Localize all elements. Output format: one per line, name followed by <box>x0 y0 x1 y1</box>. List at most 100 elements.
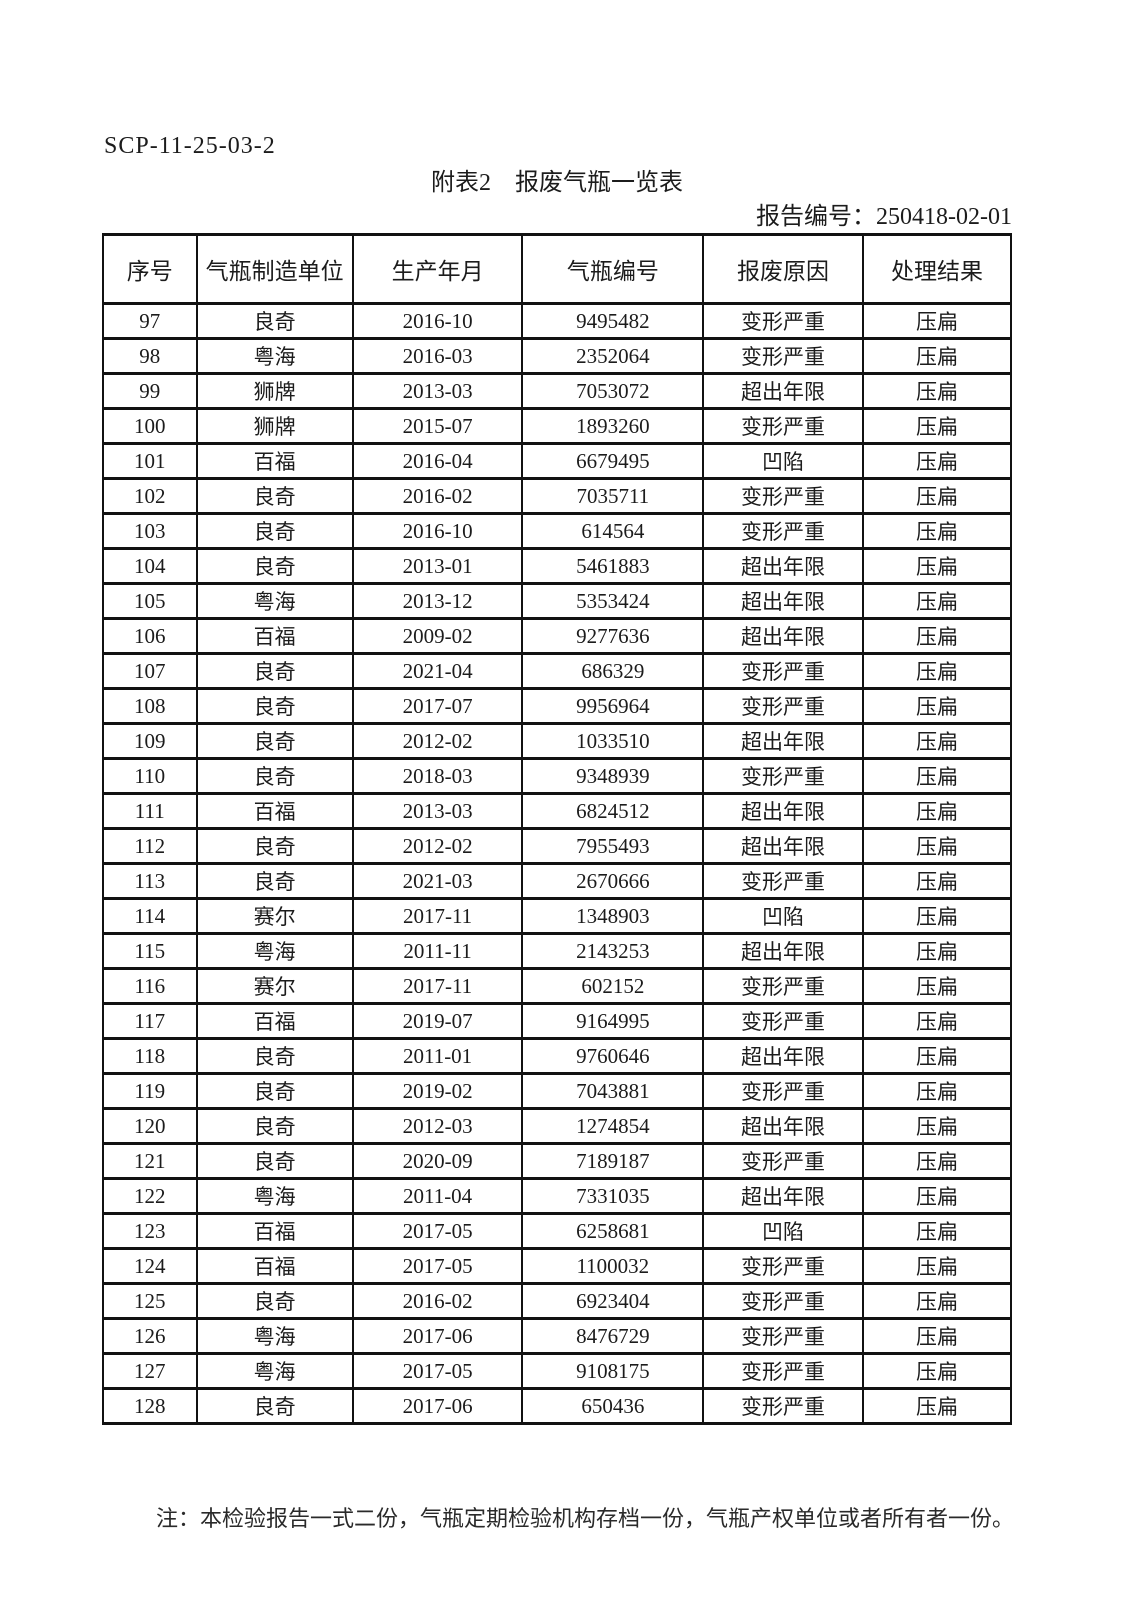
table-cell: 1100032 <box>521 1247 705 1285</box>
table-cell: 7043881 <box>521 1072 705 1110</box>
table-cell: 超出年限 <box>702 792 864 830</box>
table-cell: 变形严重 <box>702 477 864 515</box>
table-cell: 2013-12 <box>351 582 524 620</box>
table-cell: 压扁 <box>861 1142 1013 1180</box>
table-cell: 良奇 <box>195 652 354 690</box>
table-cell: 118 <box>102 1037 198 1075</box>
table-row: 127 粤海 2017-05 9108175 变形严重 压扁 <box>102 1352 1013 1390</box>
column-header: 气瓶制造单位 <box>195 233 354 305</box>
table-cell: 压扁 <box>861 1107 1013 1145</box>
table-cell: 6258681 <box>521 1212 705 1250</box>
table-cell: 凹陷 <box>702 442 864 480</box>
column-header: 序号 <box>102 233 198 305</box>
table-cell: 112 <box>102 827 198 865</box>
table-cell: 压扁 <box>861 862 1013 900</box>
table-cell: 狮牌 <box>195 372 354 410</box>
table-cell: 2016-10 <box>351 302 524 340</box>
table-cell: 变形严重 <box>702 1317 864 1355</box>
table-cell: 2016-02 <box>351 1282 524 1320</box>
table-row: 113 良奇 2021-03 2670666 变形严重 压扁 <box>102 862 1013 900</box>
table-cell: 变形严重 <box>702 1142 864 1180</box>
table-cell: 2013-03 <box>351 792 524 830</box>
scrapped-cylinders-table: 序号 气瓶制造单位 生产年月 气瓶编号 报废原因 处理结果 97 良奇 2016-10 9495… <box>102 233 1013 1425</box>
table-cell: 压扁 <box>861 407 1013 445</box>
table-cell: 良奇 <box>195 722 354 760</box>
table-cell: 变形严重 <box>702 1352 864 1390</box>
table-cell: 2012-03 <box>351 1107 524 1145</box>
table-cell: 良奇 <box>195 1142 354 1180</box>
table-cell: 2016-03 <box>351 337 524 375</box>
table-cell: 良奇 <box>195 1107 354 1145</box>
table-cell: 狮牌 <box>195 407 354 445</box>
table-row: 122 粤海 2011-04 7331035 超出年限 压扁 <box>102 1177 1013 1215</box>
table-cell: 105 <box>102 582 198 620</box>
table-row: 109 良奇 2012-02 1033510 超出年限 压扁 <box>102 722 1013 760</box>
table-cell: 变形严重 <box>702 337 864 375</box>
table-cell: 粤海 <box>195 932 354 970</box>
table-cell: 超出年限 <box>702 547 864 585</box>
table-cell: 2017-06 <box>351 1387 524 1425</box>
table-cell: 2016-02 <box>351 477 524 515</box>
table-cell: 压扁 <box>861 547 1013 585</box>
table-cell: 106 <box>102 617 198 655</box>
table-cell: 变形严重 <box>702 687 864 725</box>
table-cell: 103 <box>102 512 198 550</box>
table-cell: 良奇 <box>195 1072 354 1110</box>
table-cell: 1033510 <box>521 722 705 760</box>
table-cell: 凹陷 <box>702 897 864 935</box>
table-cell: 变形严重 <box>702 757 864 795</box>
table-cell: 粤海 <box>195 1177 354 1215</box>
table-cell: 107 <box>102 652 198 690</box>
table-cell: 2352064 <box>521 337 705 375</box>
table-cell: 压扁 <box>861 792 1013 830</box>
table-cell: 压扁 <box>861 1387 1013 1425</box>
table-cell: 压扁 <box>861 932 1013 970</box>
table-row: 125 良奇 2016-02 6923404 变形严重 压扁 <box>102 1282 1013 1320</box>
table-cell: 2017-06 <box>351 1317 524 1355</box>
table-cell: 2017-11 <box>351 897 524 935</box>
table-cell: 2020-09 <box>351 1142 524 1180</box>
table-cell: 压扁 <box>861 372 1013 410</box>
table-row: 102 良奇 2016-02 7035711 变形严重 压扁 <box>102 477 1013 515</box>
table-row: 105 粤海 2013-12 5353424 超出年限 压扁 <box>102 582 1013 620</box>
table-cell: 2143253 <box>521 932 705 970</box>
table-cell: 超出年限 <box>702 932 864 970</box>
report-number: 报告编号：250418-02-01 <box>756 196 1012 231</box>
table-cell: 686329 <box>521 652 705 690</box>
table-cell: 124 <box>102 1247 198 1285</box>
table-cell: 2011-11 <box>351 932 524 970</box>
table-cell: 9956964 <box>521 687 705 725</box>
table-cell: 变形严重 <box>702 652 864 690</box>
table-cell: 7053072 <box>521 372 705 410</box>
table-cell: 128 <box>102 1387 198 1425</box>
table-row: 112 良奇 2012-02 7955493 超出年限 压扁 <box>102 827 1013 865</box>
table-cell: 2670666 <box>521 862 705 900</box>
table-cell: 压扁 <box>861 1002 1013 1040</box>
table-cell: 7035711 <box>521 477 705 515</box>
table-cell: 114 <box>102 897 198 935</box>
table-row: 100 狮牌 2015-07 1893260 变形严重 压扁 <box>102 407 1013 445</box>
table-row: 110 良奇 2018-03 9348939 变形严重 压扁 <box>102 757 1013 795</box>
table-cell: 压扁 <box>861 337 1013 375</box>
table-cell: 101 <box>102 442 198 480</box>
table-cell: 2017-11 <box>351 967 524 1005</box>
table-row: 111 百福 2013-03 6824512 超出年限 压扁 <box>102 792 1013 830</box>
table-cell: 6679495 <box>521 442 705 480</box>
table-cell: 百福 <box>195 442 354 480</box>
table-cell: 压扁 <box>861 617 1013 655</box>
table-cell: 压扁 <box>861 1247 1013 1285</box>
table-row: 128 良奇 2017-06 650436 变形严重 压扁 <box>102 1387 1013 1425</box>
report-number-label: 报告编号： <box>756 204 877 230</box>
table-cell: 6824512 <box>521 792 705 830</box>
table-cell: 7955493 <box>521 827 705 865</box>
table-cell: 614564 <box>521 512 705 550</box>
table-cell: 变形严重 <box>702 862 864 900</box>
table-cell: 变形严重 <box>702 1282 864 1320</box>
table-cell: 9108175 <box>521 1352 705 1390</box>
table-cell: 2013-03 <box>351 372 524 410</box>
table-cell: 117 <box>102 1002 198 1040</box>
table-cell: 5461883 <box>521 547 705 585</box>
table-row: 123 百福 2017-05 6258681 凹陷 压扁 <box>102 1212 1013 1250</box>
table-cell: 凹陷 <box>702 1212 864 1250</box>
table-cell: 压扁 <box>861 1352 1013 1390</box>
